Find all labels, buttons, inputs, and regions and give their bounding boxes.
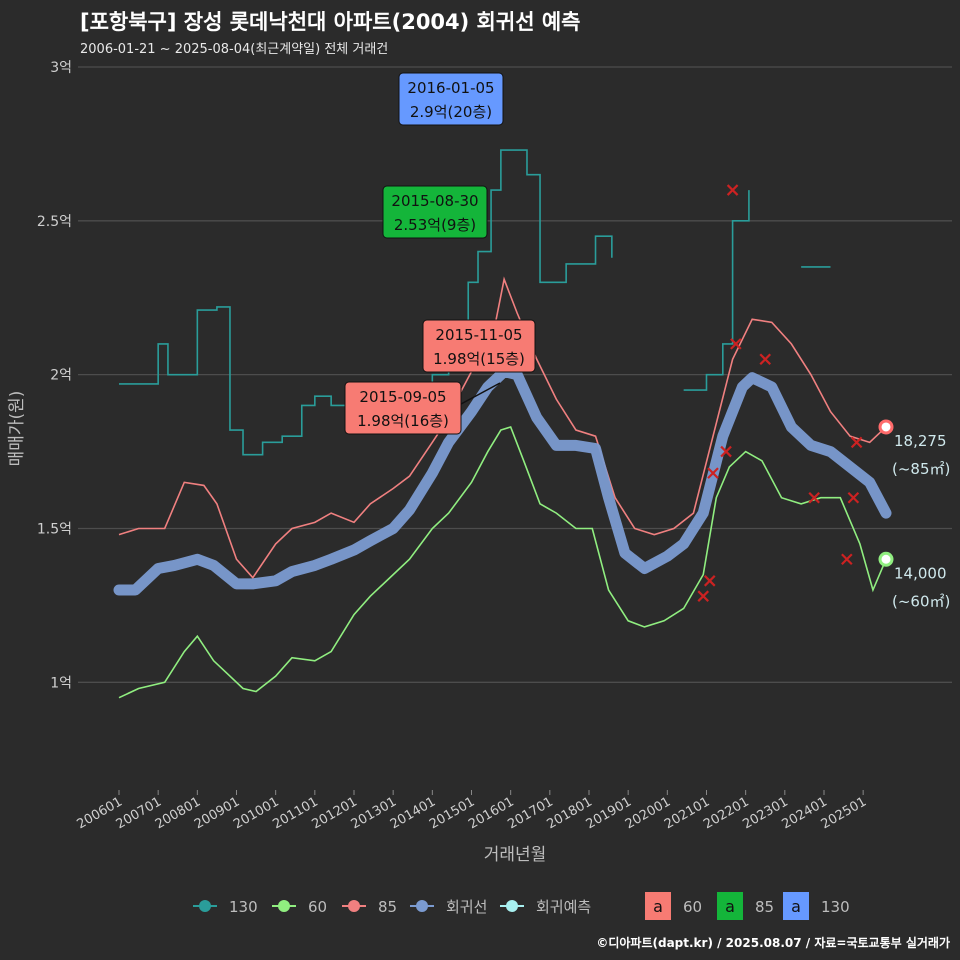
y-tick-label: 2.5억 bbox=[37, 214, 72, 230]
x-tick-label: 202501 bbox=[819, 794, 869, 832]
end-point-value: 14,000 bbox=[894, 564, 947, 582]
annotation-price: 2.53억(9층) bbox=[394, 216, 476, 234]
canceled-deal-mark bbox=[730, 338, 742, 350]
legend-box-label: 130 bbox=[821, 898, 850, 916]
canceled-deal-mark bbox=[850, 436, 863, 449]
legend-label: 85 bbox=[378, 898, 397, 916]
canceled-deal-mark bbox=[703, 575, 716, 587]
legend-box-swatch bbox=[783, 892, 809, 920]
annotation-box bbox=[344, 381, 462, 435]
canceled-deal-mark bbox=[726, 184, 739, 196]
legend-dot-swatch bbox=[199, 900, 211, 912]
footer-credit: ©디아파트(dapt.kr) / 2025.08.07 / 자료=국토교통부 실… bbox=[596, 936, 950, 950]
y-tick-label: 2억 bbox=[50, 368, 72, 384]
annotation-date: 2016-01-05 bbox=[407, 79, 494, 97]
annotation-date: 2015-08-30 bbox=[391, 192, 478, 210]
x-axis-label: 거래년월 bbox=[484, 845, 547, 865]
legend-label: 130 bbox=[229, 898, 258, 916]
legend-box-swatch bbox=[645, 892, 671, 920]
annotation-box bbox=[398, 72, 504, 126]
legend-label: 회귀예측 bbox=[536, 898, 591, 916]
chart-svg: 1억1.5억2억2.5억3억20060120070120080120090120… bbox=[7, 60, 952, 920]
canceled-deal-mark bbox=[697, 590, 710, 602]
annotation-leader bbox=[460, 382, 501, 405]
y-axis-label: 매매가(원) bbox=[7, 391, 27, 467]
annotation-date: 2015-09-05 bbox=[359, 388, 446, 406]
annotation-box bbox=[382, 185, 488, 239]
y-tick-label: 3억 bbox=[50, 60, 72, 76]
annotation-date: 2015-11-05 bbox=[435, 326, 522, 344]
end-point-marker bbox=[878, 551, 894, 567]
legend-label: 60 bbox=[308, 898, 327, 916]
legend-dot-swatch bbox=[506, 900, 518, 912]
annotation-price: 1.98억(16층) bbox=[357, 412, 449, 430]
annotation-price: 2.9억(20층) bbox=[410, 103, 492, 121]
annotation-price: 1.98억(15층) bbox=[433, 350, 525, 368]
legend-box-label: 85 bbox=[755, 898, 774, 916]
legend-dot-swatch bbox=[278, 900, 290, 912]
end-point-value: 18,275 bbox=[894, 432, 947, 450]
y-tick-label: 1억 bbox=[50, 675, 72, 691]
end-point-area: (~85㎡) bbox=[892, 460, 950, 478]
legend-dot-swatch bbox=[348, 900, 360, 912]
canceled-deal-mark bbox=[847, 491, 860, 504]
legend-box-swatch bbox=[717, 892, 743, 920]
legend-box-label: 60 bbox=[683, 898, 702, 916]
series-line-s85 bbox=[118, 276, 887, 580]
series-line-s60 bbox=[118, 425, 887, 699]
legend-box-letter: a bbox=[725, 897, 735, 916]
legend-box-letter: a bbox=[653, 897, 663, 916]
series-line-s130b bbox=[683, 190, 750, 391]
canceled-deal-mark bbox=[841, 553, 853, 566]
end-point-area: (~60㎡) bbox=[892, 592, 950, 610]
annotation-box bbox=[422, 319, 536, 373]
legend-box-letter: a bbox=[791, 897, 801, 916]
y-tick-label: 1.5억 bbox=[37, 521, 72, 537]
chart-subtitle: 2006-01-21 ~ 2025-08-04(최근계약일) 전체 거래건 bbox=[80, 42, 389, 57]
canceled-deal-mark bbox=[707, 467, 719, 479]
series-line-regression bbox=[113, 366, 892, 596]
canceled-deal-mark bbox=[720, 445, 732, 458]
canceled-deal-mark bbox=[808, 491, 820, 504]
end-point-marker bbox=[878, 419, 894, 435]
chart-title: [포항북구] 장성 롯데낙천대 아파트(2004) 회귀선 예측 bbox=[80, 10, 581, 34]
canceled-deal-mark bbox=[759, 353, 772, 366]
legend-label: 회귀선 bbox=[446, 898, 487, 916]
legend-dot-swatch bbox=[416, 900, 428, 912]
